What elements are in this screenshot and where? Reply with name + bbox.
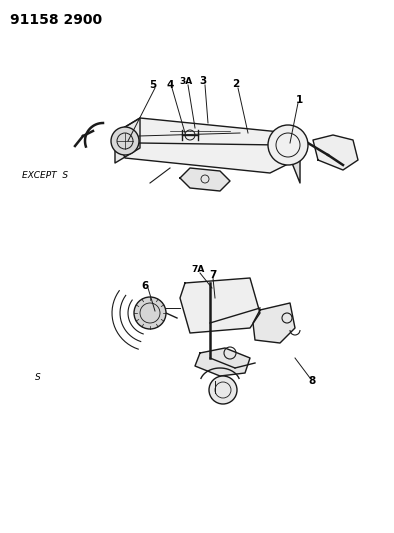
Text: 7: 7 bbox=[209, 270, 217, 280]
Polygon shape bbox=[290, 133, 300, 183]
Circle shape bbox=[111, 127, 139, 155]
Text: 2: 2 bbox=[232, 79, 240, 89]
Text: 5: 5 bbox=[149, 80, 157, 90]
Polygon shape bbox=[313, 135, 358, 170]
Polygon shape bbox=[180, 168, 230, 191]
Text: 6: 6 bbox=[141, 281, 149, 291]
Text: 3A: 3A bbox=[179, 77, 193, 85]
Text: 91158 2900: 91158 2900 bbox=[10, 13, 102, 27]
Text: 1: 1 bbox=[296, 95, 303, 105]
Polygon shape bbox=[195, 348, 250, 376]
Polygon shape bbox=[253, 303, 295, 343]
Text: EXCEPT  S: EXCEPT S bbox=[22, 171, 68, 180]
Circle shape bbox=[268, 125, 308, 165]
Polygon shape bbox=[180, 278, 260, 333]
Text: S: S bbox=[35, 374, 41, 383]
Polygon shape bbox=[115, 118, 140, 163]
Text: 3: 3 bbox=[199, 76, 206, 86]
Circle shape bbox=[134, 297, 166, 329]
Text: 7A: 7A bbox=[191, 265, 205, 274]
Polygon shape bbox=[115, 118, 300, 173]
Text: 8: 8 bbox=[309, 376, 316, 386]
Circle shape bbox=[209, 376, 237, 404]
Text: 9: 9 bbox=[210, 391, 217, 401]
Text: 4: 4 bbox=[166, 80, 174, 90]
